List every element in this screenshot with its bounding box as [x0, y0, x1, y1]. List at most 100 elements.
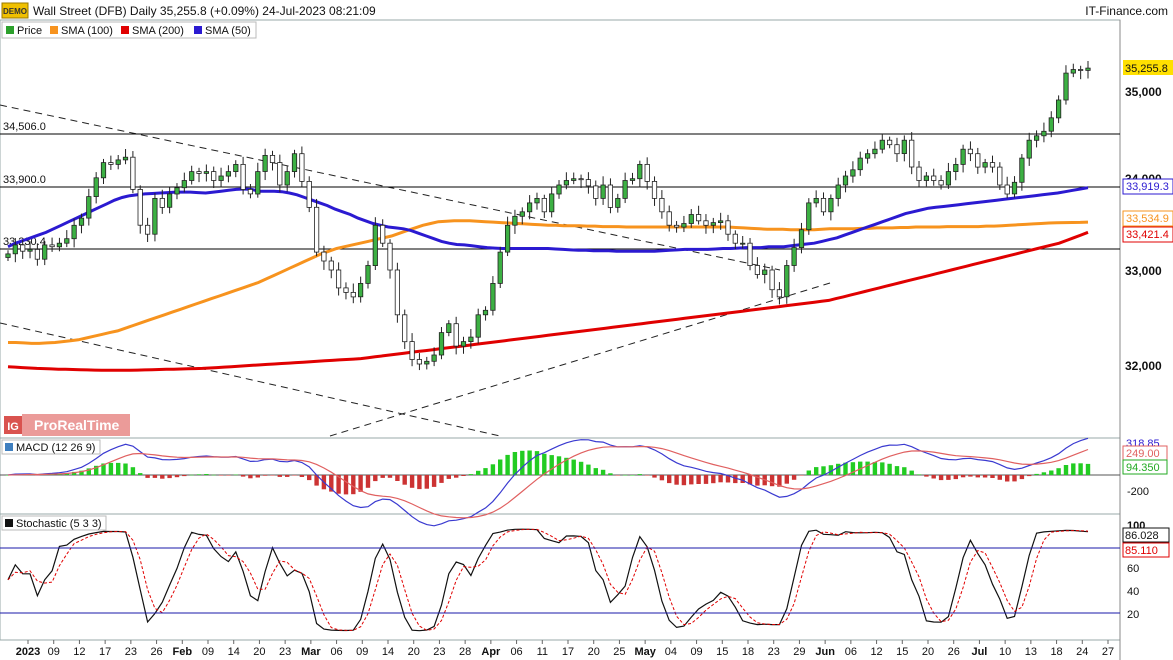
watermark-text: ProRealTime — [34, 417, 120, 433]
macd-histogram-bar — [94, 465, 99, 475]
macd-histogram-bar — [924, 475, 929, 477]
candle-body — [108, 162, 114, 165]
legend-swatch-sma200 — [121, 26, 129, 34]
candle-body — [269, 154, 276, 163]
macd-histogram-bar — [806, 470, 811, 475]
macd-histogram-bar — [902, 467, 907, 475]
macd-tick-minus200: -200 — [1127, 486, 1149, 498]
candle-body — [527, 202, 533, 213]
candle-body — [424, 360, 430, 365]
macd-histogram-bar — [1012, 475, 1017, 482]
macd-histogram-bar — [593, 468, 598, 475]
candle-body — [696, 214, 702, 222]
x-tick-label: 11 — [537, 646, 548, 658]
candle-body — [850, 169, 856, 177]
macd-histogram-bar — [733, 475, 738, 484]
macd-histogram-bar — [387, 475, 393, 478]
macd-histogram-bar — [446, 475, 451, 479]
macd-histogram-bar — [226, 475, 231, 476]
macd-histogram-bar — [755, 475, 760, 486]
macd-histogram-bar — [262, 475, 268, 476]
candle-body — [960, 148, 966, 165]
macd-histogram-bar — [578, 461, 584, 475]
macd-label: MACD (12 26 9) — [16, 442, 95, 454]
candle-body — [490, 282, 496, 311]
candle-body — [622, 180, 628, 199]
candle-body — [20, 244, 26, 252]
candle-body — [938, 180, 944, 186]
candle-body — [446, 323, 452, 334]
macd-histogram-bar — [358, 475, 363, 492]
candle-body — [512, 215, 518, 226]
candle-body — [666, 211, 672, 226]
x-tick-label: 20 — [253, 646, 265, 658]
macd-histogram-bar — [549, 455, 554, 475]
x-tick-label: Jun — [815, 646, 835, 658]
sma200-badge — [1122, 226, 1173, 243]
candle-body — [189, 171, 195, 181]
candle-body — [159, 197, 165, 208]
macd-histogram-bar — [821, 466, 826, 475]
candle-body — [857, 157, 863, 171]
candle-body — [42, 244, 48, 260]
candle-body — [174, 187, 180, 195]
candle-body — [593, 185, 599, 199]
macd-histogram-bar — [402, 475, 407, 485]
candle-body — [144, 224, 151, 235]
x-tick-label: Jul — [971, 646, 987, 658]
macd-histogram-bar — [336, 475, 341, 494]
macd-histogram-bar — [622, 474, 628, 476]
macd-histogram-bar — [299, 475, 305, 477]
sma100-badge-text: 33,534.9 — [1126, 213, 1169, 225]
macd-histogram-bar — [769, 475, 775, 487]
x-tick-label: Feb — [173, 646, 193, 658]
candle-body — [534, 197, 540, 204]
stoch-badge-k — [1122, 527, 1170, 543]
macd-histogram-bar — [747, 475, 753, 485]
macd-histogram-bar — [637, 474, 642, 475]
x-tick-label: 23 — [433, 646, 445, 658]
macd-histogram-bar — [64, 473, 69, 475]
candle-body — [651, 180, 658, 199]
macd-histogram-bar — [740, 475, 745, 483]
sma50-badge — [1122, 178, 1173, 195]
candle-body — [541, 197, 547, 213]
x-tick-label: 23 — [768, 646, 780, 658]
candle-body — [380, 224, 386, 244]
macd-histogram-bar — [145, 475, 150, 478]
macd-histogram-bar — [725, 475, 731, 483]
candle-body — [791, 247, 797, 266]
macd-histogram-bar — [79, 470, 84, 475]
candle-body — [762, 269, 768, 275]
macd-histogram-bar — [424, 475, 429, 489]
candle-body — [313, 206, 320, 253]
candle-body — [431, 354, 437, 362]
legend-label-sma50: SMA (50) — [205, 25, 251, 37]
candle-body — [820, 197, 827, 213]
price-tick-32000: 32,000 — [1125, 359, 1162, 373]
macd-histogram-bar — [233, 474, 238, 476]
macd-histogram-bar — [285, 475, 290, 477]
candle-body — [460, 341, 467, 347]
candle-body — [277, 162, 283, 186]
candle-body — [409, 341, 415, 360]
stoch-d-line — [7, 528, 1089, 631]
candle-body — [828, 197, 834, 213]
macd-histogram-bar — [483, 468, 488, 475]
macd-histogram-bar — [468, 474, 474, 475]
macd-histogram-bar — [645, 475, 650, 476]
candle-body — [306, 180, 312, 208]
candle-body — [196, 171, 202, 174]
candle-body — [659, 197, 665, 213]
macd-histogram-bar — [946, 475, 951, 480]
macd-histogram-bar — [615, 475, 620, 476]
candle-body — [365, 265, 371, 284]
macd-histogram-bar — [182, 475, 187, 477]
candle-body — [357, 282, 364, 298]
macd-histogram-bar — [101, 463, 106, 475]
candle-body — [585, 179, 592, 187]
candle-body — [93, 177, 99, 198]
candle-body — [879, 139, 885, 150]
candle-body — [233, 163, 239, 172]
candle-body — [769, 269, 775, 291]
